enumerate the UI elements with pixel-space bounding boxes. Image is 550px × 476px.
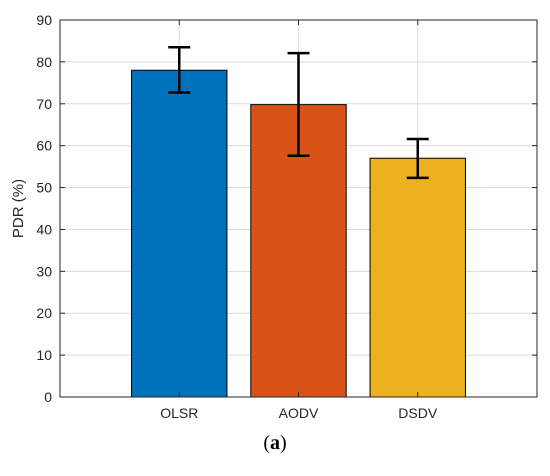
caption-open: ( xyxy=(263,432,270,454)
figure-caption: (a) xyxy=(0,432,550,455)
x-tick-label-dsdv: DSDV xyxy=(398,405,438,421)
axes-layer xyxy=(59,19,538,398)
y-tick-label: 20 xyxy=(36,305,52,321)
y-tick-label: 10 xyxy=(36,347,52,363)
caption-letter: a xyxy=(270,432,280,454)
bar-dsdv xyxy=(369,157,466,398)
error-bars-layer xyxy=(168,45,429,180)
x-tick-label-aodv: AODV xyxy=(279,405,319,421)
caption-close: ) xyxy=(280,432,287,454)
y-tick-label: 50 xyxy=(36,180,52,196)
bar-olsr xyxy=(131,69,228,398)
y-tick-label: 40 xyxy=(36,221,52,237)
y-tick-label: 0 xyxy=(44,389,52,405)
y-tick-label: 30 xyxy=(36,263,52,279)
y-tick-label: 70 xyxy=(36,96,52,112)
y-tick-label: 90 xyxy=(36,12,52,28)
y-axis-label: PDR (%) xyxy=(10,179,27,238)
y-tick-label: 80 xyxy=(36,54,52,70)
labels-layer: 0 10 20 30 40 50 60 70 80 90 OLSR AODV DSDV PDR (%) xyxy=(10,12,438,421)
y-tick-label: 60 xyxy=(36,138,52,154)
bars-layer xyxy=(131,69,466,398)
x-tick-label-olsr: OLSR xyxy=(160,405,198,421)
